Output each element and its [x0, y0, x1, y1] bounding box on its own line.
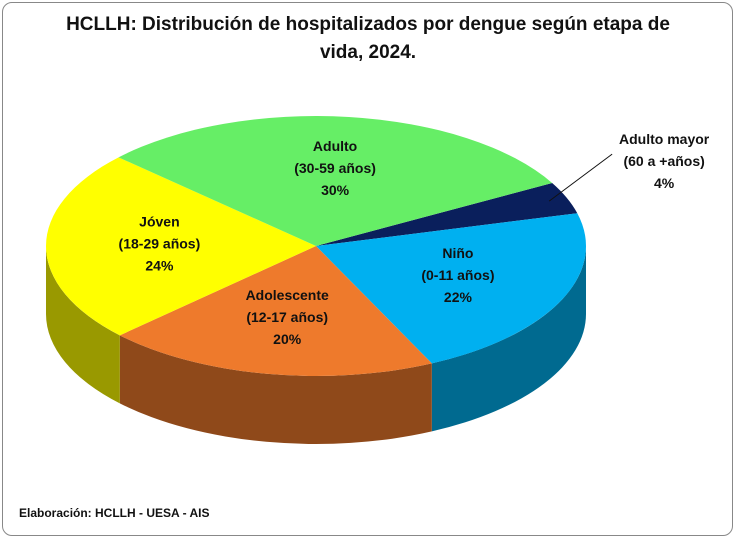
slice-side: [431, 246, 586, 432]
label-line: Niño: [442, 245, 473, 261]
category-label: Jóven (18-29 años): [119, 213, 201, 251]
label-line: (60 a +años): [623, 153, 704, 169]
leader-line: [548, 153, 613, 202]
slice: [119, 246, 432, 376]
slice-side: [119, 335, 432, 444]
label-line: (0-11 años): [421, 267, 494, 283]
chart-title: HCLLH: Distribución de hospitalizados po…: [66, 14, 670, 63]
data-label: 22%: [444, 289, 473, 305]
data-label: 30%: [321, 182, 350, 198]
slice: [316, 182, 578, 246]
category-label: Adulto mayor (60 a +años): [619, 131, 710, 169]
data-label: 4%: [654, 175, 675, 191]
label-line: Adulto: [313, 138, 357, 154]
slice: [316, 213, 586, 364]
label-line: Adolescente: [246, 287, 329, 303]
slice: [45, 157, 316, 336]
label-line: Jóven: [139, 213, 179, 229]
category-label: Adolescente (12-17 años): [246, 287, 329, 325]
slice: [118, 115, 553, 247]
category-label: Adulto (30-59 años): [294, 138, 376, 176]
slice-side: [46, 246, 120, 404]
label-line: (12-17 años): [246, 309, 328, 325]
label-line: (18-29 años): [119, 235, 201, 251]
label-line: Adulto mayor: [619, 131, 710, 147]
label-line: (30-59 años): [294, 160, 376, 176]
data-label: 20%: [273, 331, 302, 347]
data-label: 24%: [145, 257, 174, 273]
category-label: Niño (0-11 años): [421, 245, 494, 283]
source-note: Elaboración: HCLLH - UESA - AIS: [19, 506, 210, 520]
chart: Adulto mayor (60 a +años) 4% Niño (0-11 años…: [45, 115, 710, 444]
